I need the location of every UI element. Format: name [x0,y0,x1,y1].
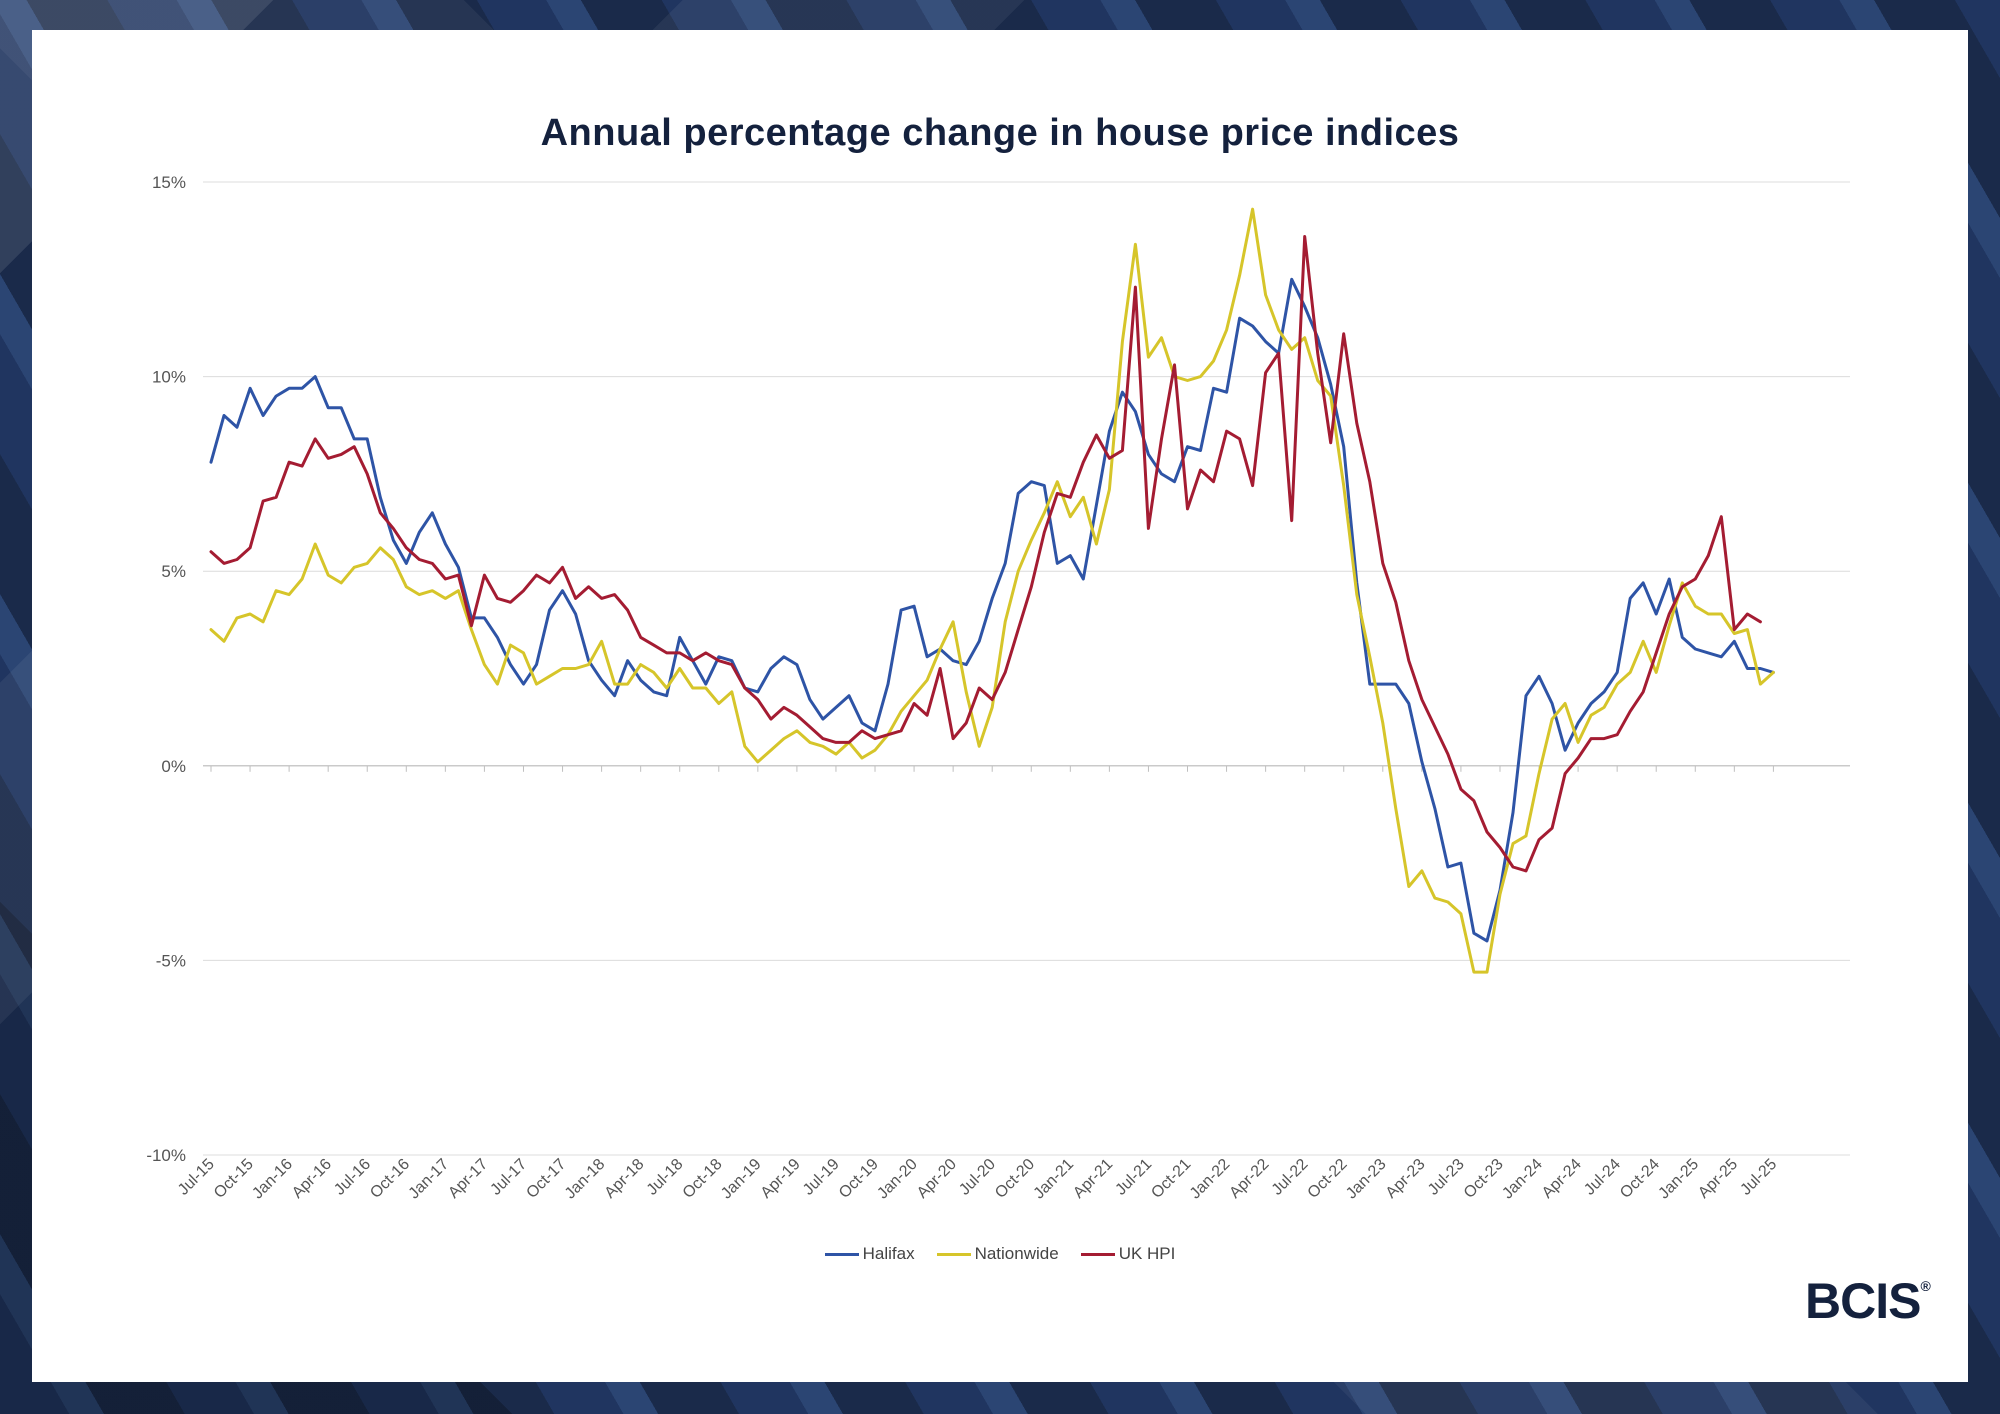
x-tick-label: Oct-21 [1148,1156,1194,1202]
x-tick-label: Apr-16 [289,1156,335,1202]
series-line-halifax [209,277,1775,943]
x-tick-label: Jul-16 [331,1156,374,1199]
series-line-nationwide [209,207,1775,974]
x-tick-label: Jan-16 [249,1156,296,1203]
x-tick-label: Jan-22 [1187,1156,1234,1203]
chart-card [32,30,1968,1382]
x-tick-label: Oct-18 [680,1156,726,1202]
legend-label: Halifax [862,1244,915,1263]
x-tick-label: Jan-20 [874,1156,921,1203]
x-tick-label: Jul-23 [1425,1156,1468,1199]
x-tick-label: Apr-18 [602,1156,648,1202]
y-tick-label: 5% [161,562,186,581]
legend-swatch [1080,1252,1115,1256]
x-tick-label: Jul-24 [1581,1156,1624,1199]
x-tick-label: Jan-21 [1031,1156,1078,1203]
x-tick-label: Jul-20 [956,1156,999,1199]
x-tick-label: Jan-25 [1655,1156,1702,1203]
y-tick-label: -10% [146,1146,186,1165]
x-tick-label: Apr-24 [1539,1156,1585,1202]
x-tick-label: Jul-25 [1737,1156,1780,1199]
x-tick-label: Oct-19 [836,1156,882,1202]
legend-swatch [936,1252,971,1256]
y-tick-label: 15% [152,173,186,192]
x-tick-label: Apr-17 [445,1156,491,1202]
y-tick-label: 10% [152,368,186,387]
legend-label: UK HPI [1118,1244,1176,1263]
legend-item-nationwide: Nationwide [936,1244,1059,1264]
x-tick-label: Apr-19 [758,1156,804,1202]
x-tick-label: Oct-15 [211,1156,257,1202]
x-tick-label: Jul-22 [1269,1156,1312,1199]
x-tick-label: Jan-18 [562,1156,609,1203]
chart-legend: Halifax Nationwide UK HPI [0,1244,2000,1264]
x-tick-label: Jul-18 [644,1156,687,1199]
y-tick-label: 0% [161,757,186,776]
x-tick-label: Apr-21 [1070,1156,1116,1202]
legend-item-halifax: Halifax [824,1244,915,1264]
series-line-uk-hpi [209,235,1762,873]
x-tick-label: Apr-25 [1695,1156,1741,1202]
x-tick-label: Jul-17 [487,1156,530,1199]
bcis-logo: BCIS® [1805,1273,1931,1329]
x-tick-label: Oct-17 [523,1156,569,1202]
x-tick-label: Apr-22 [1226,1156,1272,1202]
legend-label: Nationwide [974,1244,1059,1263]
legend-item-uk-hpi: UK HPI [1080,1244,1176,1264]
x-tick-label: Oct-16 [367,1156,413,1202]
x-tick-label: Jan-19 [718,1156,765,1203]
x-tick-label: Jan-24 [1499,1156,1546,1203]
y-tick-label: -5% [156,951,186,970]
x-tick-label: Oct-22 [1305,1156,1351,1202]
x-tick-label: Jul-21 [1112,1156,1155,1199]
x-tick-label: Apr-23 [1383,1156,1429,1202]
x-tick-label: Jul-19 [800,1156,843,1199]
x-tick-label: Apr-20 [914,1156,960,1202]
x-tick-label: Jan-17 [406,1156,453,1203]
x-tick-label: Oct-23 [1461,1156,1507,1202]
x-tick-label: Oct-24 [1617,1156,1663,1202]
legend-swatch [824,1252,859,1256]
x-tick-label: Jan-23 [1343,1156,1390,1203]
chart-title: Annual percentage change in house price … [540,112,1460,154]
x-tick-label: Oct-20 [992,1156,1038,1202]
